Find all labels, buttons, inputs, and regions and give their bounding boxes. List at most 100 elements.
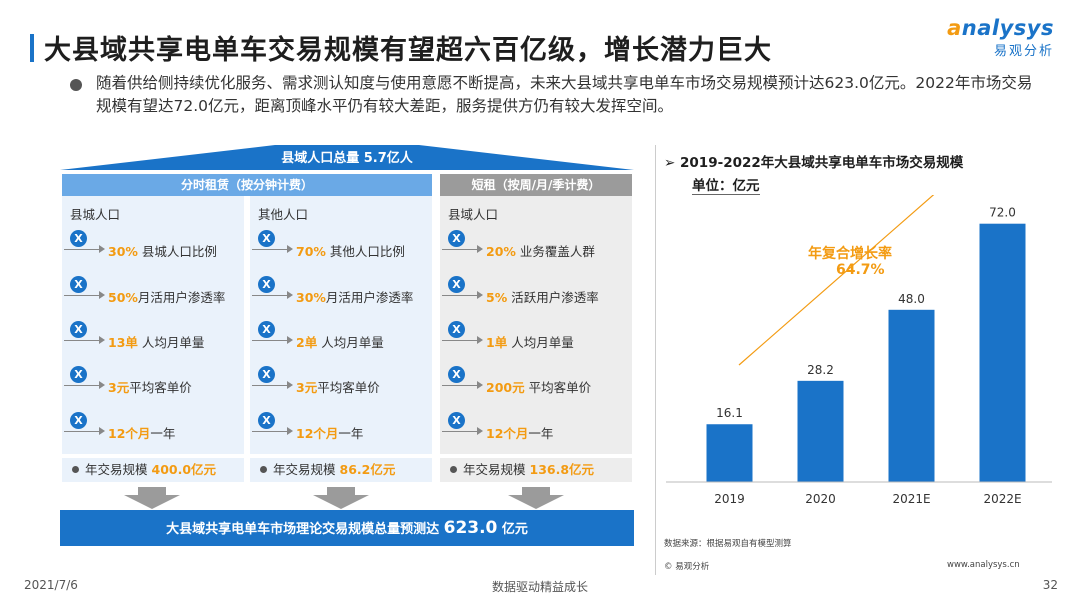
footer-date: 2021/7/6 [24,578,78,592]
website: www.analysys.cn [947,560,1020,570]
brand-logo: analysys 易观分析 [944,16,1054,59]
factor-value: 12个月 [108,426,151,441]
factor-label: 一年 [528,426,554,441]
arrow-right-icon [477,427,483,435]
factor-text: 20% 业务覆盖人群 [486,241,595,260]
arrow-line [64,385,100,386]
multiply-icon: X [448,321,465,338]
multiply-icon: X [70,321,87,338]
arrow-line [252,249,288,250]
factor-label: 月活用户渗透率 [137,290,226,305]
bullet-dot [450,466,457,473]
arrow-line [442,385,478,386]
arrow-line [442,295,478,296]
column-other-population: 其他人口 X 70% 其他人口比例 X 30%月活用户渗透率 X 2单 人均月单量 X… [250,196,432,454]
factor-text: 3元平均客单价 [108,377,192,396]
factor-row: X 30% 县城人口比例 [62,230,247,260]
factor-label: 平均客单价 [317,380,380,395]
factor-row: X 70% 其他人口比例 [250,230,435,260]
factor-value: 3元 [108,380,130,395]
roof-label: 县域人口总量 5.7亿人 [281,151,413,166]
multiply-icon: X [258,321,275,338]
factor-label: 县城人口比例 [141,244,217,259]
factor-row: X 12个月一年 [440,412,625,442]
factor-label: 人均月单量 [511,335,574,350]
category-label: 2020 [805,492,836,506]
arrow-line [252,340,288,341]
factor-label: 一年 [150,426,176,441]
factor-value: 70% [296,244,326,259]
arrow-line [252,431,288,432]
factor-value: 50% [108,290,138,305]
footer-slogan: 数据驱动精益成长 [491,580,588,594]
factor-row: X 3元平均客单价 [62,366,247,396]
arrow-line [442,340,478,341]
factor-row: X 13单 人均月单量 [62,321,247,351]
bar [979,223,1026,482]
factor-text: 200元 平均客单价 [486,377,591,396]
factor-value: 5% [486,290,508,305]
factor-value: 200元 [486,380,525,395]
population-roof: 县域人口总量 5.7亿人 [60,143,634,170]
factor-label: 月活用户渗透率 [325,290,414,305]
total-value: 136.8亿元 [529,462,595,477]
forecast-value: 623.0 [443,518,498,538]
arrow-line [252,385,288,386]
multiply-icon: X [258,276,275,293]
bar-chart: 16.1 2019 28.2 2020 48.0 2021E 72.0 2022E [666,195,1052,506]
factor-value: 13单 [108,335,138,350]
column-county-town: 县城人口 X 30% 县城人口比例 X 50%月活用户渗透率 X 13单 人均月单量 … [62,196,244,454]
factor-label: 人均月单量 [141,335,205,350]
category-label: 2019 [714,492,745,506]
total-value: 400.0亿元 [151,462,217,477]
arrow-right-icon [99,245,105,253]
total-label: 年交易规模 [273,462,336,477]
factor-label: 一年 [338,426,364,441]
multiply-icon: X [258,412,275,429]
multiply-icon: X [448,366,465,383]
factor-label: 活跃用户渗透率 [511,290,599,305]
factor-text: 50%月活用户渗透率 [108,287,225,306]
column-subtitle: 其他人口 [258,207,309,222]
logo-letters: nalysys [961,16,1054,40]
factor-text: 12个月一年 [296,423,363,442]
logo-chinese: 易观分析 [993,44,1054,59]
bar [888,309,935,482]
arrow-right-icon [287,427,293,435]
chart-title: ➢ 2019-2022年大县域共享电单车市场交易规模 [664,151,963,171]
down-arrow-icon [508,487,564,509]
value-label: 16.1 [716,406,743,420]
factor-text: 30% 县城人口比例 [108,241,217,260]
data-source: 数据来源：根据易观自有模型测算 [664,539,792,549]
factor-row: X 30%月活用户渗透率 [250,276,435,306]
roof-shape [60,145,634,170]
factor-row: X 200元 平均客单价 [440,366,625,396]
value-label: 48.0 [898,292,925,306]
multiply-icon: X [258,230,275,247]
factor-text: 3元平均客单价 [296,377,380,396]
down-arrow-icon [124,487,180,509]
factor-text: 70% 其他人口比例 [296,241,405,260]
factor-value: 2单 [296,335,318,350]
trend-line [738,195,935,366]
total-label: 年交易规模 [463,462,526,477]
forecast-unit: 亿元 [501,522,528,537]
factor-value: 12个月 [486,426,529,441]
arrow-line [64,340,100,341]
arrow-right-icon [287,381,293,389]
factor-text: 1单 人均月单量 [486,332,574,351]
cagr-label: 年复合增长率 [808,246,892,262]
header-rental: 分时租赁（按分钟计费） [62,174,432,196]
arrow-line [64,295,100,296]
factor-row: X 12个月一年 [250,412,435,442]
factor-label: 人均月单量 [321,335,384,350]
bullet-dot [72,466,79,473]
factor-value: 20% [486,244,516,259]
factor-text: 5% 活跃用户渗透率 [486,287,599,306]
multiply-icon: X [448,276,465,293]
factor-row: X 20% 业务覆盖人群 [440,230,625,260]
logo-english: analysys [944,16,1054,40]
factor-row: X 1单 人均月单量 [440,321,625,351]
forecast-label: 大县域共享电单车市场理论交易规模总量预测达 [166,522,440,537]
category-label: 2022E [983,492,1021,506]
